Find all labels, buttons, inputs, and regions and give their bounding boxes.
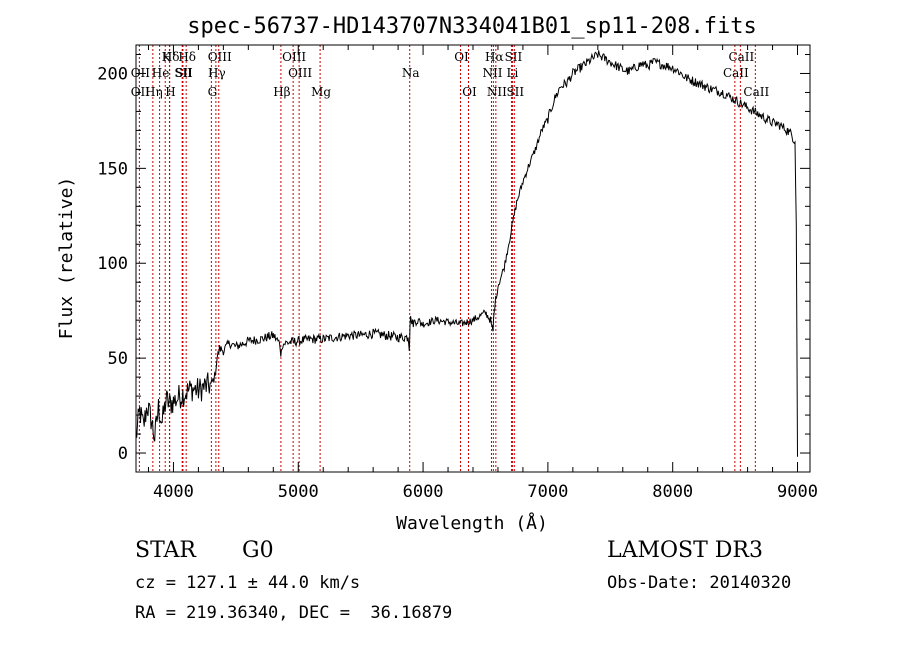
line-label-12: G xyxy=(208,85,218,99)
line-label-14: OIII xyxy=(282,50,306,64)
line-label-27: CaII xyxy=(723,66,749,80)
x-axis-label: Wavelength (Å) xyxy=(396,512,548,534)
line-label-23: SII xyxy=(505,50,523,64)
line-label-7: H xyxy=(165,85,175,99)
line-label-11: Hγ xyxy=(208,66,226,80)
spectral-line-markers xyxy=(138,45,756,472)
class-label: STAR xyxy=(135,538,196,563)
spectrum-chart: spec-56737-HD143707N334041B01_sp11-208.f… xyxy=(56,14,818,534)
line-label-25: SII xyxy=(506,85,524,99)
line-label-2: OII xyxy=(131,85,151,99)
line-label-15: OIII xyxy=(288,66,312,80)
subclass-label: G0 xyxy=(242,538,274,563)
flux-line xyxy=(135,50,798,457)
line-label-28: CaII xyxy=(743,85,769,99)
x-tick-label-5: 9000 xyxy=(777,482,818,502)
line-label-16: Mg xyxy=(311,85,331,99)
line-label-9: SII xyxy=(175,66,193,80)
x-tick-label-2: 6000 xyxy=(403,482,444,502)
y-tick-label-0: 0 xyxy=(118,444,128,464)
line-label-17: Na xyxy=(402,66,420,80)
obs-date-text: Obs-Date: 20140320 xyxy=(607,573,792,593)
spectrum-series xyxy=(135,50,798,457)
y-tick-label-4: 200 xyxy=(97,64,128,84)
line-label-1: OII xyxy=(131,66,151,80)
line-label-24: Li xyxy=(507,66,519,80)
line-label-21: NII xyxy=(482,66,502,80)
y-tick-label-2: 100 xyxy=(97,254,128,274)
axes: 4000 5000 6000 7000 8000 9000 0 50 100 150 200 xyxy=(97,45,818,502)
line-label-3: K xyxy=(162,50,172,64)
line-label-19: OI xyxy=(462,85,477,99)
line-label-0: Hδ xyxy=(162,50,180,64)
redshift-text: cz = 127.1 ± 44.0 km/s xyxy=(135,573,361,593)
line-label-6: SII xyxy=(174,66,192,80)
line-label-26: CaII xyxy=(728,50,754,64)
line-label-20: Hα xyxy=(485,50,504,64)
line-label-13: Hβ xyxy=(273,85,290,99)
survey-label: LAMOST DR3 xyxy=(607,538,763,563)
line-label-10: OIII xyxy=(208,50,232,64)
x-tick-label-1: 5000 xyxy=(278,482,319,502)
x-tick-label-3: 7000 xyxy=(527,482,568,502)
coordinates-text: RA = 219.36340, DEC = 36.16879 xyxy=(135,603,453,623)
x-tick-label-0: 4000 xyxy=(153,482,194,502)
line-label-22: NII xyxy=(487,85,507,99)
line-label-18: OI xyxy=(454,50,469,64)
line-label-8: Hδ xyxy=(178,50,196,64)
y-axis-label: Flux (relative) xyxy=(56,177,77,340)
y-tick-label-1: 50 xyxy=(108,349,128,369)
x-tick-label-4: 8000 xyxy=(652,482,693,502)
line-label-4: He xyxy=(152,66,170,80)
chart-title: spec-56737-HD143707N334041B01_sp11-208.f… xyxy=(187,14,757,39)
plot-frame xyxy=(135,44,811,473)
line-label-5: Hη xyxy=(145,85,163,99)
y-tick-label-3: 150 xyxy=(97,159,128,179)
